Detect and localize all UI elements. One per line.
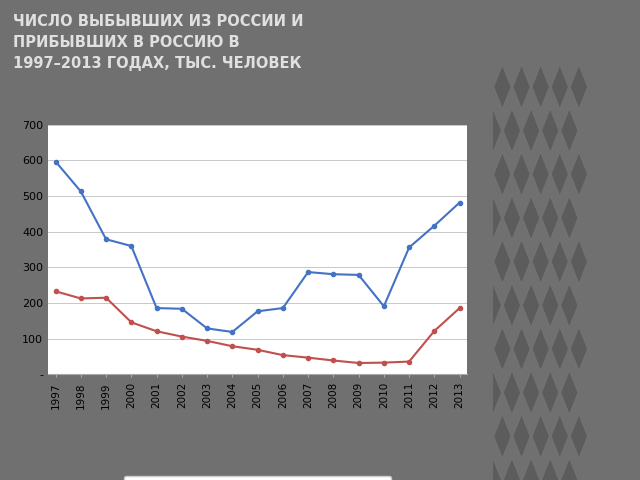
Polygon shape <box>475 153 492 196</box>
Polygon shape <box>541 283 559 327</box>
Legend: Иммиграция, Эммиграция: Иммиграция, Эммиграция <box>124 476 391 480</box>
Polygon shape <box>513 153 530 196</box>
Иммиграция <box>330 271 337 277</box>
Иммиграция <box>102 236 110 242</box>
Эммиграция <box>355 360 362 366</box>
Polygon shape <box>513 414 530 458</box>
Иммиграция <box>456 200 463 205</box>
Polygon shape <box>503 109 520 153</box>
Polygon shape <box>570 65 588 109</box>
Polygon shape <box>522 458 540 480</box>
Polygon shape <box>513 327 530 371</box>
Иммиграция <box>253 309 261 314</box>
Polygon shape <box>532 240 549 283</box>
Эммиграция <box>52 288 60 294</box>
Polygon shape <box>493 327 511 371</box>
Polygon shape <box>570 240 588 283</box>
Иммиграция <box>304 269 312 275</box>
Иммиграция <box>380 303 388 309</box>
Эммиграция <box>405 359 413 364</box>
Polygon shape <box>570 327 588 371</box>
Polygon shape <box>561 283 578 327</box>
Polygon shape <box>541 109 559 153</box>
Polygon shape <box>561 371 578 414</box>
Polygon shape <box>475 327 492 371</box>
Polygon shape <box>475 240 492 283</box>
Иммиграция <box>178 306 186 312</box>
Иммиграция <box>127 243 135 249</box>
Polygon shape <box>465 371 483 414</box>
Polygon shape <box>551 65 568 109</box>
Polygon shape <box>484 458 501 480</box>
Эммиграция <box>253 347 261 353</box>
Polygon shape <box>503 371 520 414</box>
Polygon shape <box>541 196 559 240</box>
Line: Эммиграция: Эммиграция <box>54 289 461 365</box>
Эммиграция <box>279 352 287 358</box>
Polygon shape <box>522 196 540 240</box>
Polygon shape <box>465 458 483 480</box>
Иммиграция <box>153 305 161 311</box>
Эммиграция <box>204 338 211 344</box>
Polygon shape <box>570 153 588 196</box>
Эммиграция <box>127 320 135 325</box>
Polygon shape <box>493 65 511 109</box>
Иммиграция <box>279 305 287 311</box>
Эммиграция <box>456 305 463 311</box>
Иммиграция <box>52 159 60 165</box>
Эммиграция <box>330 358 337 363</box>
Иммиграция <box>355 272 362 278</box>
Polygon shape <box>493 153 511 196</box>
Polygon shape <box>570 414 588 458</box>
Line: Иммиграция: Иммиграция <box>54 159 461 334</box>
Polygon shape <box>513 240 530 283</box>
Polygon shape <box>484 109 501 153</box>
Иммиграция <box>204 325 211 331</box>
Polygon shape <box>551 240 568 283</box>
Polygon shape <box>551 327 568 371</box>
Polygon shape <box>561 458 578 480</box>
Иммиграция <box>431 223 438 228</box>
Эммиграция <box>304 355 312 360</box>
Polygon shape <box>465 109 483 153</box>
Text: ЧИСЛО ВЫБЫВШИХ ИЗ РОССИИ И
ПРИБЫВШИХ В РОССИЮ В
1997–2013 ГОДАХ, ТЫС. ЧЕЛОВЕК: ЧИСЛО ВЫБЫВШИХ ИЗ РОССИИ И ПРИБЫВШИХ В Р… <box>13 14 303 72</box>
Polygon shape <box>484 283 501 327</box>
Эммиграция <box>102 295 110 300</box>
Polygon shape <box>532 65 549 109</box>
Polygon shape <box>493 240 511 283</box>
Polygon shape <box>465 283 483 327</box>
Polygon shape <box>513 65 530 109</box>
Иммиграция <box>405 245 413 251</box>
Эммиграция <box>228 343 236 349</box>
Polygon shape <box>484 371 501 414</box>
Polygon shape <box>561 196 578 240</box>
Polygon shape <box>551 414 568 458</box>
Polygon shape <box>561 109 578 153</box>
Polygon shape <box>532 327 549 371</box>
Polygon shape <box>532 414 549 458</box>
Polygon shape <box>503 283 520 327</box>
Эммиграция <box>431 328 438 334</box>
Polygon shape <box>522 371 540 414</box>
Эммиграция <box>178 334 186 339</box>
Polygon shape <box>465 196 483 240</box>
Polygon shape <box>503 458 520 480</box>
Эммиграция <box>77 296 84 301</box>
Polygon shape <box>475 414 492 458</box>
Polygon shape <box>541 371 559 414</box>
Polygon shape <box>522 283 540 327</box>
Эммиграция <box>380 360 388 365</box>
Polygon shape <box>484 196 501 240</box>
Polygon shape <box>503 196 520 240</box>
Polygon shape <box>475 65 492 109</box>
Эммиграция <box>153 328 161 334</box>
Polygon shape <box>551 153 568 196</box>
Polygon shape <box>522 109 540 153</box>
Иммиграция <box>228 329 236 335</box>
Polygon shape <box>541 458 559 480</box>
Polygon shape <box>493 414 511 458</box>
Polygon shape <box>532 153 549 196</box>
Иммиграция <box>77 189 84 194</box>
